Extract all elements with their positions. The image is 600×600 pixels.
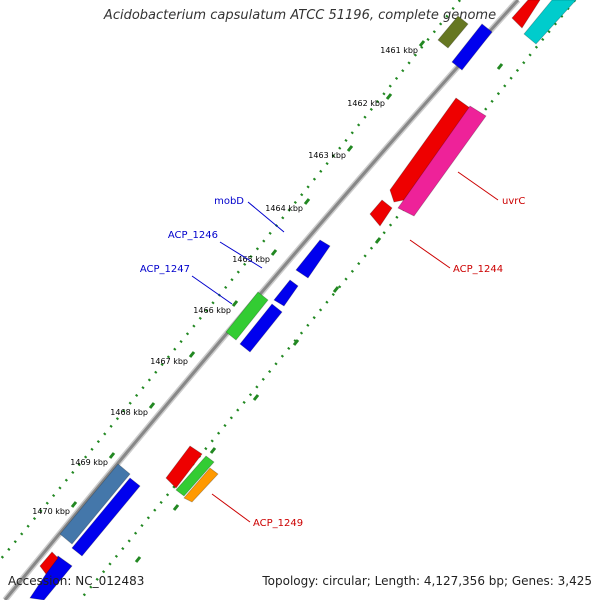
gene-leader-line (247, 201, 285, 233)
gene-magenta-uvrC[interactable] (397, 105, 487, 217)
gene-label[interactable]: ACP_1244 (453, 264, 503, 275)
tick-label: 1461 kbp (380, 46, 418, 55)
inner-tick-mark (172, 504, 180, 511)
gene-red-corner[interactable] (39, 551, 59, 575)
tick-label: 1463 kbp (308, 151, 346, 160)
gene-layer[interactable] (29, 0, 577, 600)
gene-orange-1249[interactable] (183, 467, 219, 503)
tick-mark (385, 93, 393, 100)
gene-leader-line (457, 171, 499, 201)
tick-label: 1465 kbp (232, 255, 270, 264)
tick-mark (346, 145, 354, 152)
tick-mark (270, 249, 278, 256)
gene-blue-top[interactable] (451, 23, 493, 71)
inner-tick-mark (209, 447, 217, 454)
tick-layer: 1461 kbp 1462 kbp 1463 kbp 1464 kbp 1465 kbp… (32, 40, 504, 563)
gene-leader-line (409, 239, 451, 269)
gene-blue-1247[interactable] (239, 303, 283, 353)
gene-leader-line (191, 275, 233, 305)
gene-blue-mobd[interactable] (295, 239, 331, 279)
gene-red-small[interactable] (369, 199, 393, 227)
tick-mark (108, 452, 116, 459)
inner-tick-mark (252, 394, 260, 401)
tick-mark (231, 300, 239, 307)
inner-tick-mark (374, 237, 382, 244)
gene-red-1249[interactable] (165, 445, 203, 489)
inner-tick-mark (134, 556, 142, 563)
inner-tick-mark (292, 339, 300, 346)
gene-label[interactable]: ACP_1249 (253, 518, 303, 529)
tick-label: 1466 kbp (193, 306, 231, 315)
tick-label: 1470 kbp (32, 507, 70, 516)
tick-label: 1468 kbp (110, 408, 148, 417)
gene-blue-bottom[interactable] (71, 477, 141, 557)
gene-green-1247[interactable] (225, 291, 269, 341)
inner-tick-mark (332, 286, 340, 293)
gene-leader-line (219, 241, 263, 269)
gene-red-top[interactable] (511, 0, 541, 29)
gene-label[interactable]: ACP_1246 (168, 230, 218, 241)
gene-blue-1246[interactable] (273, 279, 299, 307)
inner-dotted-ring (79, 0, 576, 600)
outer-dotted-ring (0, 0, 461, 561)
tick-mark (188, 351, 196, 358)
label-layer: mobD ACP_1246 ACP_1247 uvrC ACP_1244 ACP_1249 (140, 171, 525, 529)
tick-mark (418, 40, 426, 47)
gene-label[interactable]: uvrC (502, 196, 525, 207)
backbone-layer (0, 0, 576, 600)
gene-label[interactable]: ACP_1247 (140, 264, 190, 275)
tick-mark (70, 501, 78, 508)
gene-leader-line (211, 493, 251, 523)
tick-label: 1469 kbp (70, 458, 108, 467)
gene-green-1249[interactable] (175, 455, 215, 497)
tick-label: 1467 kbp (150, 357, 188, 366)
tick-label: 1464 kbp (265, 204, 303, 213)
genome-backbone (3, 0, 520, 600)
gene-label[interactable]: mobD (214, 196, 244, 207)
inner-tick-mark (496, 63, 504, 70)
gene-olive[interactable] (437, 15, 469, 49)
tick-mark (303, 198, 311, 205)
genome-summary-text: Topology: circular; Length: 4,127,356 bp… (262, 574, 592, 588)
gene-steel[interactable] (59, 463, 131, 545)
accession-text: Accession: NC_012483 (8, 574, 145, 588)
tick-label: 1462 kbp (347, 99, 385, 108)
gene-cyan-top[interactable] (523, 0, 577, 45)
tick-mark (148, 402, 156, 409)
map-title: Acidobacterium capsulatum ATCC 51196, co… (103, 8, 497, 23)
